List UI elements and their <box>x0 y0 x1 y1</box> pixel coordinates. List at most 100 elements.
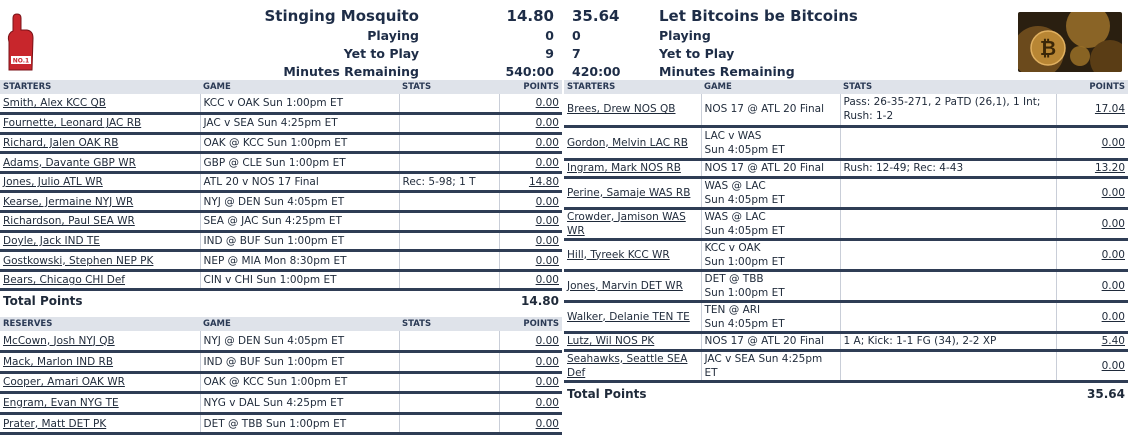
minutes-remaining-row: Minutes Remaining 540:00 420:00 Minutes … <box>0 63 1128 81</box>
player-link[interactable]: Mack, Marlon IND RB <box>3 355 114 368</box>
player-link[interactable]: Jones, Julio ATL WR <box>3 176 103 189</box>
col-stats: STATS <box>399 317 499 331</box>
player-cell: Hill, Tyreek KCC WR <box>564 239 701 272</box>
stats-cell <box>839 177 1056 210</box>
points-link[interactable]: 0.00 <box>535 417 559 430</box>
team-left-name[interactable]: Stinging Mosquito <box>264 7 419 25</box>
points-link[interactable]: 13.20 <box>1094 162 1125 174</box>
player-link[interactable]: Jones, Marvin DET WR <box>567 279 683 292</box>
col-game: GAME <box>200 317 399 331</box>
points-cell: 0.00 <box>498 372 562 395</box>
player-link[interactable]: Smith, Alex KCC QB <box>3 97 106 110</box>
table-header: STARTERS GAME STATS POINTS <box>0 80 562 94</box>
game-cell: SEA @ JAC Sun 4:25pm ET <box>199 211 399 233</box>
player-link[interactable]: Ingram, Mark NOS RB <box>567 162 681 174</box>
points-link[interactable]: 17.04 <box>1094 103 1125 116</box>
points-link[interactable]: 0.00 <box>535 397 559 410</box>
game-cell: NOS 17 @ ATL 20 Final <box>700 332 840 352</box>
player-link[interactable]: McCown, Josh NYJ QB <box>3 334 115 347</box>
points-cell: 0.00 <box>498 152 562 174</box>
points-link[interactable]: 0.00 <box>535 136 559 149</box>
stats-cell <box>398 191 499 214</box>
table-row: Mack, Marlon IND RB IND @ BUF Sun 1:00pm … <box>0 351 562 374</box>
player-link[interactable]: Gostkowski, Stephen NEP PK <box>3 254 154 267</box>
table-row: Brees, Drew NOS QB NOS 17 @ ATL 20 Final P… <box>564 94 1128 128</box>
yet-to-play-label-right: Yet to Play <box>659 46 735 61</box>
points-link[interactable]: 0.00 <box>535 117 559 130</box>
player-link[interactable]: Richard, Jalen OAK RB <box>3 136 119 149</box>
player-link[interactable]: Cooper, Amari OAK WR <box>3 376 125 389</box>
stats-cell <box>398 211 499 233</box>
left-reserves-table: RESERVES GAME STATS POINTS McCown, Josh … <box>0 317 562 436</box>
points-link[interactable]: 0.00 <box>1101 217 1125 230</box>
stats-cell <box>839 350 1056 383</box>
player-link[interactable]: Walker, Delanie TEN TE <box>567 310 690 323</box>
stats-cell <box>398 270 499 292</box>
playing-label-right: Playing <box>659 28 711 43</box>
playing-value-left: 0 <box>545 28 554 43</box>
col-game: GAME <box>200 80 399 94</box>
game-cell: TEN @ ARI Sun 4:05pm ET <box>700 301 840 334</box>
game-cell: NYG v DAL Sun 4:25pm ET <box>199 392 399 415</box>
points-cell: 0.00 <box>1055 350 1128 383</box>
player-link[interactable]: Kearse, Jermaine NYJ WR <box>3 195 134 208</box>
foam-finger-icon: NO.1 <box>3 12 37 72</box>
player-link[interactable]: Fournette, Leonard JAC RB <box>3 117 142 130</box>
points-link[interactable]: 0.00 <box>535 355 559 368</box>
player-link[interactable]: Prater, Matt DET PK <box>3 417 107 430</box>
total-points-label: Total Points <box>3 293 83 308</box>
team-right-name[interactable]: Let Bitcoins be Bitcoins <box>659 7 858 25</box>
points-link[interactable]: 0.00 <box>1101 186 1125 199</box>
points-link[interactable]: 0.00 <box>535 215 559 228</box>
player-link[interactable]: Perine, Samaje WAS RB <box>567 186 691 199</box>
total-points-value: 35.64 <box>1087 386 1125 401</box>
points-link[interactable]: 0.00 <box>1101 279 1125 292</box>
player-link[interactable]: Engram, Evan NYG TE <box>3 397 119 410</box>
player-link[interactable]: Hill, Tyreek KCC WR <box>567 248 670 261</box>
points-cell: 0.00 <box>498 270 562 292</box>
points-link[interactable]: 0.00 <box>535 195 559 208</box>
points-link[interactable]: 0.00 <box>535 376 559 389</box>
points-link[interactable]: 0.00 <box>1101 359 1125 372</box>
points-cell: 0.00 <box>1055 177 1128 210</box>
minutes-remaining-value-left: 540:00 <box>505 64 555 79</box>
table-row: Seahawks, Seattle SEA Def JAC v SEA Sun 4… <box>564 350 1128 383</box>
points-link[interactable]: 5.40 <box>1101 335 1125 347</box>
points-link[interactable]: 0.00 <box>535 254 559 267</box>
points-link[interactable]: 0.00 <box>535 97 559 110</box>
stats-cell <box>398 113 499 135</box>
points-link[interactable]: 0.00 <box>1101 248 1125 261</box>
player-link[interactable]: Lutz, Wil NOS PK <box>567 335 655 347</box>
player-cell: Engram, Evan NYG TE <box>0 392 200 415</box>
points-link[interactable]: 0.00 <box>535 334 559 347</box>
points-link[interactable]: 0.00 <box>535 274 559 287</box>
col-points: POINTS <box>499 80 562 94</box>
left-reserves-body: McCown, Josh NYJ QB NYJ @ DEN Sun 4:05pm … <box>0 331 562 436</box>
player-link[interactable]: Doyle, Jack IND TE <box>3 234 100 247</box>
team-right-score: 35.64 <box>572 7 620 25</box>
points-link[interactable]: 0.00 <box>535 156 559 169</box>
points-link[interactable]: 0.00 <box>1101 136 1125 149</box>
player-link[interactable]: Adams, Davante GBP WR <box>3 156 136 169</box>
points-link[interactable]: 14.80 <box>528 176 559 189</box>
stats-cell <box>839 126 1056 161</box>
player-cell: Jones, Julio ATL WR <box>0 172 200 194</box>
table-row: Jones, Marvin DET WR DET @ TBB Sun 1:00pm … <box>564 270 1128 303</box>
col-reserves: RESERVES <box>0 317 200 331</box>
table-row: Perine, Samaje WAS RB WAS @ LAC Sun 4:05pm… <box>564 177 1128 210</box>
points-link[interactable]: 0.00 <box>1101 310 1125 323</box>
table-row: Gostkowski, Stephen NEP PK NEP @ MIA Mon … <box>0 250 562 272</box>
player-link[interactable]: Brees, Drew NOS QB <box>567 103 676 116</box>
table-row: Walker, Delanie TEN TE TEN @ ARI Sun 4:05p… <box>564 301 1128 334</box>
points-cell: 0.00 <box>1055 208 1128 241</box>
player-link[interactable]: Seahawks, Seattle SEA Def <box>567 352 688 379</box>
player-link[interactable]: Bears, Chicago CHI Def <box>3 274 126 287</box>
points-link[interactable]: 0.00 <box>535 234 559 247</box>
points-cell: 0.00 <box>1055 239 1128 272</box>
player-cell: McCown, Josh NYJ QB <box>0 331 200 354</box>
player-link[interactable]: Gordon, Melvin LAC RB <box>567 136 688 149</box>
player-link[interactable]: Richardson, Paul SEA WR <box>3 215 135 228</box>
player-cell: Mack, Marlon IND RB <box>0 351 200 374</box>
points-cell: 0.00 <box>498 94 562 116</box>
player-link[interactable]: Crowder, Jamison WAS WR <box>567 210 686 237</box>
